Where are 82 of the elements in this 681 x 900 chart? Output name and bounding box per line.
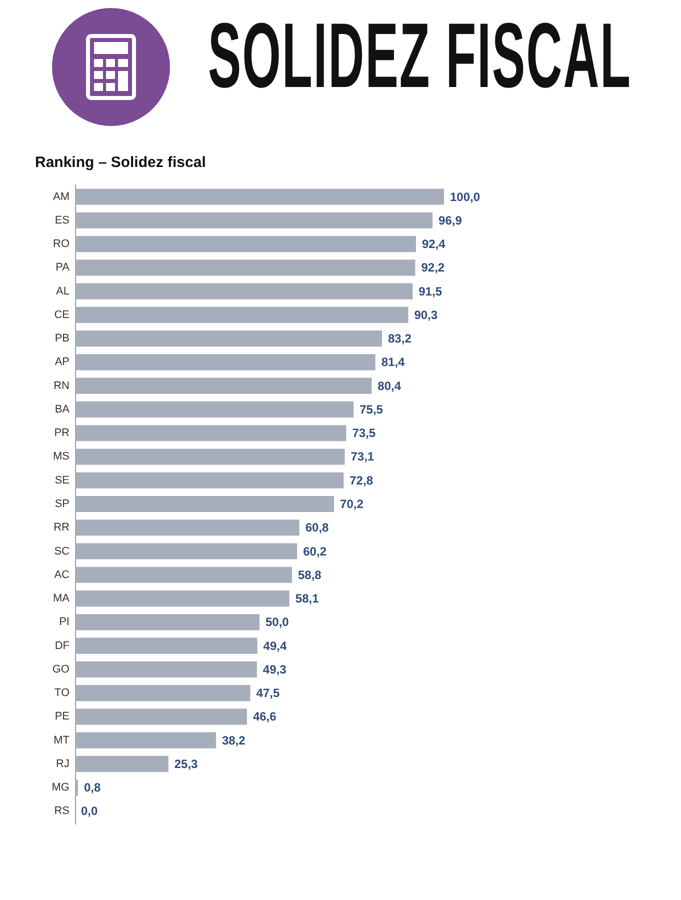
bar [75, 212, 433, 228]
bar [75, 590, 290, 607]
y-tick-label: RO [53, 238, 70, 250]
data-label: 72,8 [350, 473, 374, 488]
y-tick-label: RJ [56, 758, 70, 770]
bar [75, 330, 382, 347]
data-label: 46,6 [252, 710, 277, 724]
data-label: 38,2 [222, 733, 246, 748]
data-label: 0,8 [84, 780, 101, 795]
data-label: 58,1 [295, 592, 320, 606]
data-label: 92,2 [421, 260, 445, 275]
data-label: 73,5 [352, 426, 376, 440]
data-label: 80,4 [378, 378, 402, 393]
data-label: 49,4 [263, 638, 287, 653]
y-tick-label: MS [53, 450, 70, 463]
data-label: 25,3 [174, 756, 198, 771]
y-tick-label: PR [54, 427, 70, 440]
bar [75, 306, 408, 323]
bar [75, 354, 376, 370]
y-tick-label: SC [54, 545, 70, 558]
bar [75, 661, 257, 678]
data-label: 75,5 [360, 402, 384, 416]
data-label: 47,5 [256, 686, 280, 700]
y-tick-label: PB [54, 332, 70, 345]
y-tick-label: RS [54, 805, 70, 818]
bar [75, 188, 444, 205]
data-label: 90,3 [414, 308, 438, 322]
y-tick-label: DF [54, 640, 70, 652]
bar [75, 543, 298, 560]
y-tick-label: MG [52, 782, 70, 794]
y-tick-label: SE [54, 474, 70, 486]
chart-subtitle: Ranking – Solidez fiscal [35, 154, 206, 171]
data-label: 60,8 [305, 520, 330, 535]
bar [75, 283, 413, 300]
data-label: 0,0 [81, 804, 98, 818]
y-tick-label: AM [53, 190, 70, 203]
y-tick-label: ES [54, 214, 70, 226]
data-label: 91,5 [418, 284, 442, 298]
bar [75, 638, 258, 654]
y-tick-label: RR [54, 522, 70, 534]
bar [75, 685, 250, 702]
y-tick-label: PI [59, 616, 70, 628]
data-label: 83,2 [388, 332, 412, 346]
data-label: 49,3 [262, 662, 287, 676]
data-label: 73,1 [350, 450, 374, 464]
bar [75, 236, 416, 252]
data-label: 100,0 [450, 190, 480, 204]
data-label: 70,2 [340, 497, 364, 511]
data-label: 58,8 [298, 568, 322, 582]
y-tick-label: BA [54, 403, 70, 416]
bar [75, 260, 416, 276]
data-label: 96,9 [438, 213, 462, 228]
y-tick-label: SP [54, 498, 70, 510]
bar [75, 425, 346, 442]
y-tick-label: CE [54, 308, 70, 321]
bar [75, 708, 247, 725]
y-tick-label: AL [56, 285, 70, 298]
data-label: 60,2 [303, 544, 327, 558]
bar [75, 780, 78, 796]
bar [75, 566, 292, 583]
y-tick-label: RN [54, 380, 70, 392]
y-tick-label: MA [53, 592, 70, 605]
data-label: 81,4 [381, 355, 406, 370]
chart-title: SOLIDEZ FISCAL [208, 5, 632, 107]
y-tick-label: PE [54, 710, 70, 723]
y-tick-label: GO [52, 663, 70, 676]
bar [75, 520, 300, 536]
data-label: 50,0 [266, 615, 290, 630]
y-tick-label: PA [56, 262, 70, 274]
bar [75, 732, 216, 748]
bar [75, 472, 344, 488]
data-label: 92,4 [422, 237, 446, 252]
bar [75, 756, 168, 772]
bar [75, 448, 345, 465]
y-tick-label: TO [54, 687, 70, 700]
y-tick-label: AC [54, 568, 70, 581]
bar [75, 614, 260, 630]
y-tick-label: AP [54, 356, 70, 368]
y-tick-label: MT [54, 734, 70, 746]
bar [75, 378, 372, 394]
bar [75, 496, 334, 512]
bar [75, 401, 354, 418]
